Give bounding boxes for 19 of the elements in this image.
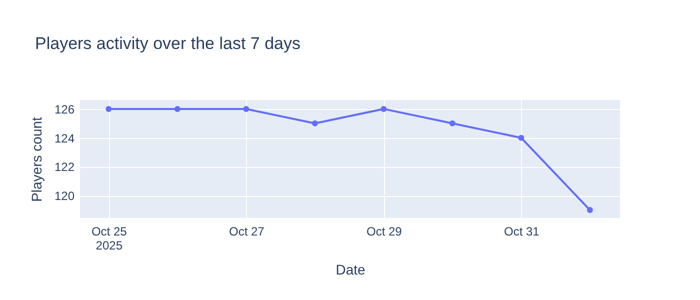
point <box>586 207 593 214</box>
point <box>312 120 318 126</box>
chart-title: Players activity over the last 7 days <box>35 34 301 53</box>
x-tick-label: Oct 27 <box>228 224 265 238</box>
y-tick-label: 126 <box>54 102 75 116</box>
y-tick-label: 124 <box>54 131 75 146</box>
x-axis-title: Date <box>336 262 366 278</box>
x-tick-label: Oct 29 <box>366 224 402 238</box>
point <box>243 106 250 112</box>
point <box>380 106 387 112</box>
y-axis-title: Players count <box>28 116 44 202</box>
point <box>518 134 524 141</box>
point <box>106 106 112 112</box>
y-tick-label: 122 <box>54 160 75 174</box>
x-tick-label: Oct 31 <box>504 224 540 238</box>
point <box>174 106 180 112</box>
x-tick-label: Oct 25 2025 <box>91 224 128 252</box>
point <box>449 120 456 126</box>
y-tick-label: 120 <box>54 189 75 204</box>
